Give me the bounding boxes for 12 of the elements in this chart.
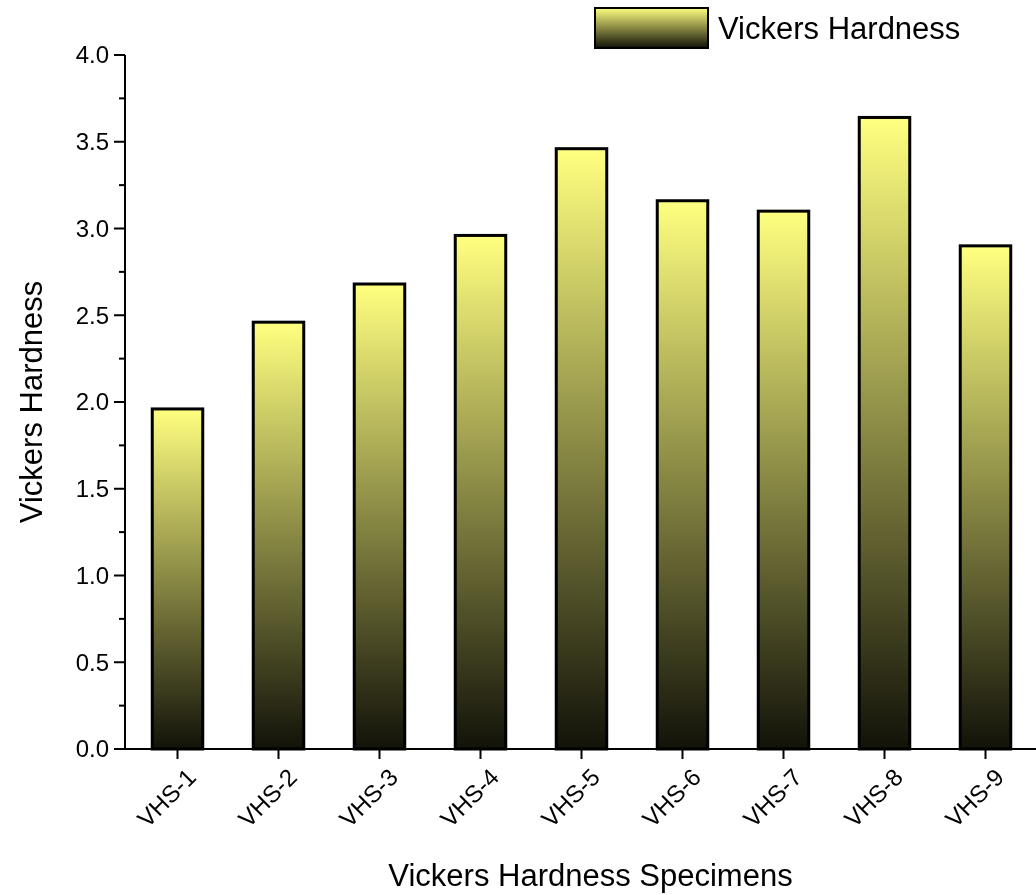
- y-tick-label: 0.5: [75, 648, 109, 676]
- y-tick-label: 4.0: [75, 41, 109, 69]
- y-tick-label: 3.0: [75, 214, 109, 242]
- y-tick-label: 2.0: [75, 388, 109, 416]
- legend-label: Vickers Hardness: [718, 10, 961, 46]
- y-tick-label: 0.0: [75, 735, 109, 763]
- y-tick-label: 3.5: [75, 128, 109, 156]
- y-tick-label: 2.5: [75, 301, 109, 329]
- y-axis-title: Vickers Hardness: [14, 280, 49, 524]
- y-tick-label: 1.0: [75, 561, 109, 589]
- y-tick-label: 1.5: [75, 475, 109, 503]
- x-axis-title: Vickers Hardness Specimens: [388, 858, 793, 893]
